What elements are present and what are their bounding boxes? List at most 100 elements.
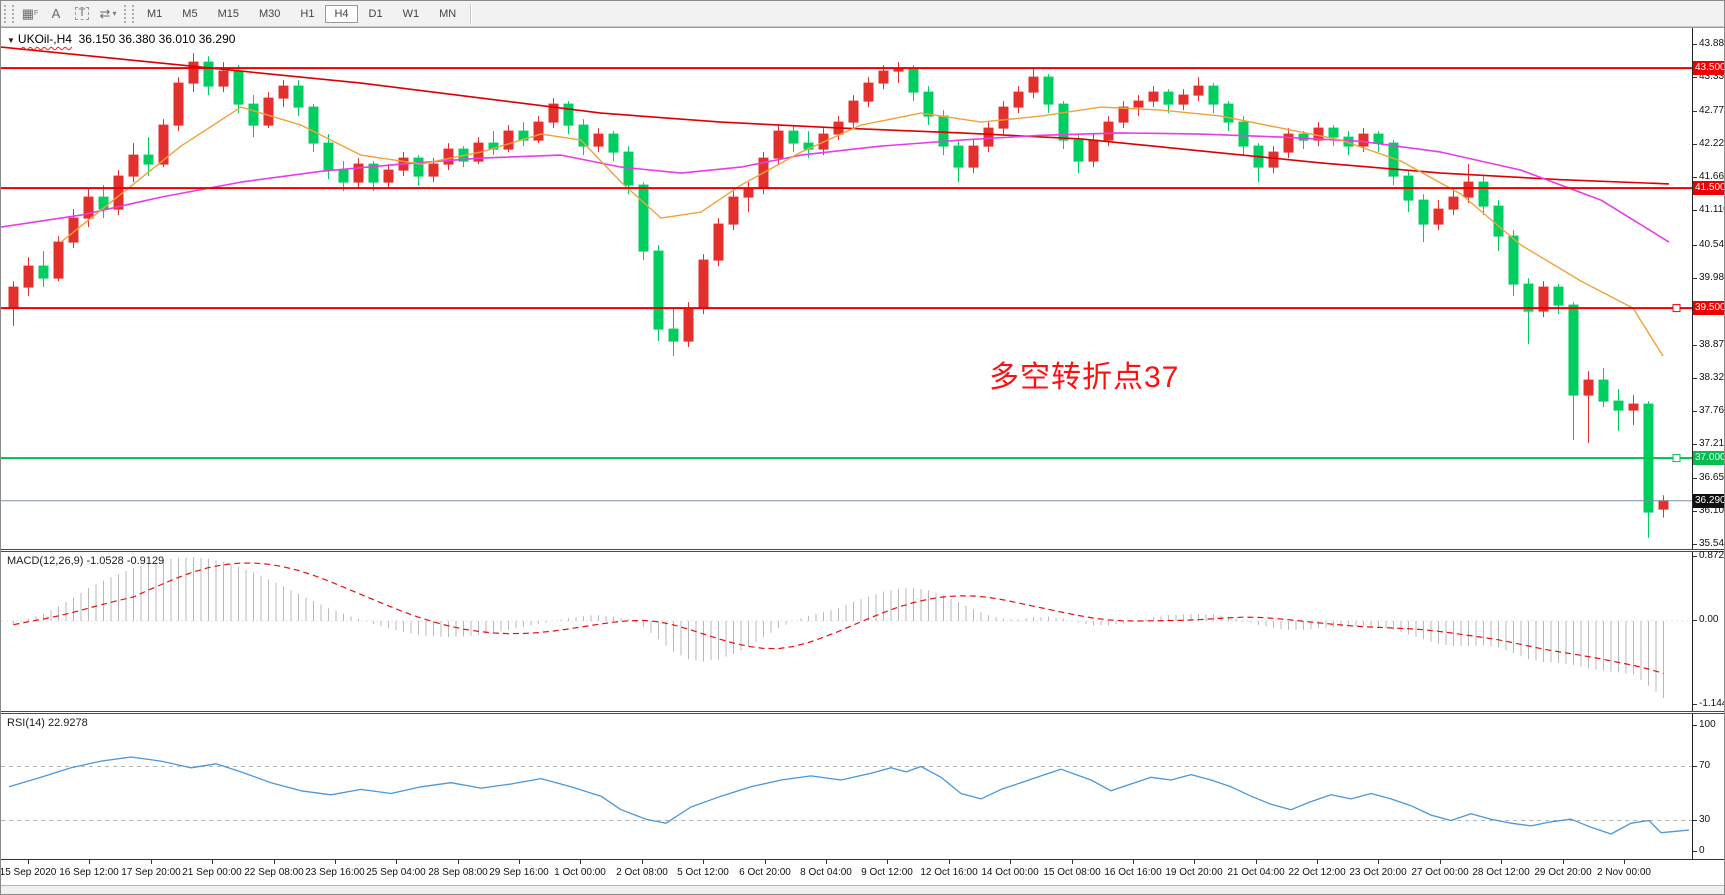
candle-body (638, 184, 649, 252)
timeframe-button-w1[interactable]: W1 (402, 7, 420, 20)
rsi-tick-label: 30 (1693, 814, 1710, 826)
candle-body (338, 169, 349, 183)
candle-body (1568, 304, 1579, 396)
candle-body (593, 133, 604, 147)
timeframe-toolbar-grip[interactable] (124, 4, 134, 23)
timeframe-group: M1 M5 M15 M30 H1 H4 D1 W1 MN (137, 4, 466, 23)
time-tick (703, 860, 704, 864)
rsi-tick-label: 0 (1693, 845, 1705, 857)
price-tick-label: 39.985 (1693, 272, 1724, 284)
candles[interactable] (8, 53, 1669, 538)
time-tick (1501, 860, 1502, 864)
macd-axis[interactable]: 0.872 0.00 -1.1444 (1692, 550, 1724, 711)
ma-fast-orange (60, 106, 1664, 357)
chart-grid-icon: ▦ (21, 6, 34, 21)
time-tick (89, 860, 90, 864)
price-chart-panel: ▼ UKOil-,H4 36.150 36.380 36.010 36.290 多… (1, 27, 1724, 550)
candle-body (773, 130, 784, 159)
time-tick-label: 23 Sep 16:00 (305, 867, 365, 878)
candle-body (413, 157, 424, 177)
time-tick (1624, 860, 1625, 864)
time-tick-label: 1 Oct 00:00 (554, 867, 606, 878)
panel-splitter-rsi[interactable] (1, 711, 1724, 714)
price-tick-label: 41.110 (1693, 204, 1724, 216)
time-tick-label: 16 Sep 12:00 (59, 867, 119, 878)
symbol-period-label: UKOil-,H4 (17, 32, 72, 46)
candle-body (653, 250, 664, 330)
time-tick (1133, 860, 1134, 864)
candle-body (248, 103, 259, 126)
horizontal-level-line[interactable] (1, 67, 1692, 70)
candle-body (1013, 91, 1024, 108)
toolbar-grip[interactable] (4, 4, 14, 23)
panel-splitter-macd[interactable] (1, 549, 1724, 552)
timeframe-button-d1[interactable]: D1 (368, 7, 383, 20)
time-tick (151, 860, 152, 864)
macd-plot-area[interactable]: MACD(12,26,9) -1.0528 -0.9129 (1, 552, 1692, 711)
rsi-tick-label: 70 (1693, 760, 1710, 772)
candle-body (233, 70, 244, 105)
ma-medium-magenta (1, 132, 1670, 243)
price-plot-area[interactable]: ▼ UKOil-,H4 36.150 36.380 36.010 36.290 多… (1, 28, 1692, 550)
rsi-axis[interactable]: 100 70 30 0 (1692, 714, 1724, 859)
candle-body (383, 169, 394, 183)
timeframe-button-h1[interactable]: H1 (300, 7, 315, 20)
time-tick-label: 22 Sep 08:00 (244, 867, 304, 878)
rsi-panel: RSI(14) 22.9278 100 70 30 0 (1, 714, 1724, 859)
time-tick-label: 28 Sep 08:00 (428, 867, 488, 878)
price-tick-label: 42.220 (1693, 138, 1724, 150)
chart-dropdown-icon[interactable]: ▼ (7, 36, 15, 45)
candle-body (1418, 199, 1429, 225)
candle-body (518, 130, 529, 141)
macd-signal-line (13, 562, 1664, 674)
candle-body (1283, 133, 1294, 153)
time-tick-label: 21 Sep 00:00 (182, 867, 242, 878)
candle-body (1028, 76, 1039, 93)
time-tick-label: 25 Sep 04:00 (366, 867, 426, 878)
time-tick (458, 860, 459, 864)
letter-a-icon: A (51, 6, 61, 21)
text-box-icon[interactable]: T (70, 2, 94, 25)
macd-tick-label: 0.872 (1693, 550, 1724, 562)
time-tick (396, 860, 397, 864)
macd-tick-label: 0.00 (1693, 614, 1718, 626)
candle-body (983, 127, 994, 147)
horizontal-level-line[interactable] (1, 187, 1692, 190)
candle-body (188, 61, 199, 84)
chinese-annotation-text[interactable]: 多空转折点37 (989, 361, 1180, 394)
timeframe-button-h4[interactable]: H4 (325, 4, 358, 23)
swap-arrows-icon[interactable]: ⇄ ▾ (96, 2, 120, 25)
price-axis[interactable]: 43.885 43.330 42.775 42.220 41.665 41.110 40.5… (1692, 28, 1725, 550)
candle-body (683, 307, 694, 342)
timeframe-button-m15[interactable]: M15 (217, 7, 239, 20)
letter-a-icon[interactable]: A (44, 2, 68, 25)
rsi-tick-label: 100 (1693, 719, 1716, 731)
line-handle[interactable] (1672, 454, 1681, 463)
time-tick (1378, 860, 1379, 864)
timeframe-button-m1[interactable]: M1 (147, 7, 163, 20)
level-price-badge: 43.500 (1693, 61, 1725, 75)
timeframe-button-m30[interactable]: M30 (258, 7, 281, 20)
candle-body (98, 196, 109, 210)
time-tick (274, 860, 275, 864)
rsi-label: RSI(14) 22.9278 (7, 717, 88, 729)
horizontal-level-line[interactable] (1, 307, 1692, 310)
timeframe-button-m5[interactable]: M5 (182, 7, 198, 20)
time-tick-label: 5 Oct 12:00 (677, 867, 729, 878)
time-axis[interactable]: 15 Sep 2020 16 Sep 12:00 17 Sep 20:00 21 Se… (1, 859, 1724, 886)
candle-body (548, 103, 559, 123)
candle-body (143, 154, 154, 165)
timeframe-button-mn[interactable]: MN (439, 7, 457, 20)
rsi-plot-area[interactable]: RSI(14) 22.9278 (1, 714, 1692, 859)
candle-body (158, 124, 169, 165)
time-tick-label: 2 Oct 08:00 (616, 867, 668, 878)
line-handle[interactable] (1672, 304, 1681, 313)
macd-panel: MACD(12,26,9) -1.0528 -0.9129 0.872 0.00 -… (1, 550, 1724, 711)
candle-body (1628, 403, 1639, 411)
candle-body (353, 163, 364, 183)
chart-grid-icon[interactable]: ▦ F (21, 6, 39, 21)
candle-body (563, 103, 574, 126)
level-price-badge: 37.000 (1693, 451, 1725, 465)
dropdown-caret-icon[interactable]: ▾ (112, 9, 117, 18)
horizontal-level-line[interactable] (1, 457, 1692, 460)
